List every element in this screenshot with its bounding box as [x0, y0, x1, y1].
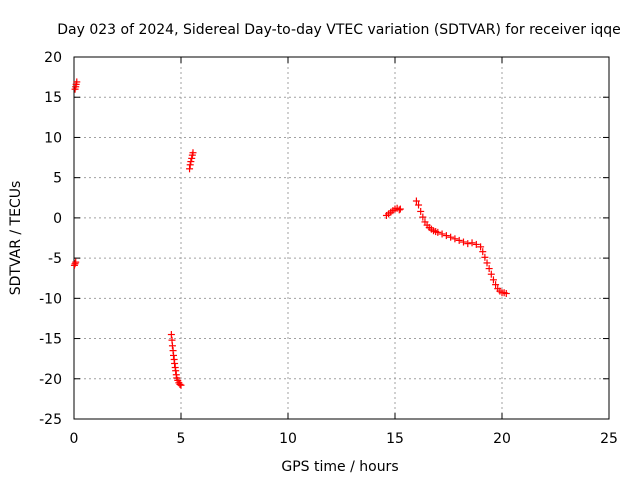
- data-point: [481, 253, 489, 261]
- y-tick-label: -5: [48, 251, 62, 267]
- y-tick-label: 0: [53, 211, 62, 227]
- data-point: [447, 233, 455, 241]
- data-point: [395, 206, 403, 214]
- data-point: [177, 381, 185, 389]
- grid: [74, 57, 609, 419]
- y-axis-label: SDTVAR / TECUs: [8, 181, 24, 296]
- data-point: [451, 235, 459, 243]
- data-point: [492, 281, 500, 289]
- data-point: [434, 228, 442, 236]
- x-tick-label: 5: [177, 431, 186, 447]
- y-tick-label: 15: [44, 90, 62, 106]
- data-point: [419, 213, 427, 221]
- data-point: [483, 259, 491, 267]
- data-point: [186, 161, 194, 169]
- data-point: [489, 276, 497, 284]
- x-axis-label: GPS time / hours: [281, 459, 398, 475]
- data-point: [502, 290, 510, 298]
- x-tick-label: 10: [279, 431, 297, 447]
- y-tick-label: -10: [39, 291, 62, 307]
- y-tick-label: 20: [44, 50, 62, 66]
- data-point: [455, 236, 463, 244]
- data-point: [415, 201, 423, 209]
- y-tick-label: 5: [53, 171, 62, 187]
- data-series-sdtvar: [70, 78, 510, 389]
- data-point: [189, 149, 197, 157]
- data-point: [396, 205, 404, 213]
- y-tick-label: -20: [39, 372, 62, 388]
- axis-ticks: 0 5 10 15 20 25 -25 -20 -15 -10 -5 0 5 10 15 20: [39, 50, 618, 447]
- data-point: [71, 260, 79, 268]
- data-point: [170, 351, 178, 359]
- data-point: [186, 165, 194, 173]
- y-tick-label: -15: [39, 332, 62, 348]
- data-point: [479, 248, 487, 256]
- data-point: [167, 331, 175, 339]
- data-point: [176, 380, 184, 388]
- x-tick-label: 25: [600, 431, 618, 447]
- data-point: [72, 258, 80, 266]
- data-point: [487, 270, 495, 278]
- data-point: [188, 154, 196, 162]
- plot-frame: [73, 56, 610, 420]
- data-point: [412, 197, 420, 205]
- y-tick-label: 10: [44, 130, 62, 146]
- x-tick-label: 20: [493, 431, 511, 447]
- data-point: [485, 265, 493, 273]
- x-tick-label: 0: [70, 431, 79, 447]
- data-point: [472, 240, 480, 248]
- data-point: [468, 239, 476, 247]
- data-point: [442, 232, 450, 240]
- data-point: [464, 240, 472, 248]
- data-point: [417, 207, 425, 215]
- data-point: [187, 158, 195, 166]
- x-tick-label: 15: [386, 431, 404, 447]
- data-point: [459, 238, 467, 246]
- chart-title: Day 023 of 2024, Sidereal Day-to-day VTE…: [57, 22, 621, 38]
- y-tick-label: -25: [39, 412, 62, 428]
- data-point: [171, 359, 179, 367]
- data-point: [172, 367, 180, 375]
- data-point: [168, 342, 176, 350]
- data-point: [73, 78, 81, 86]
- data-point: [477, 243, 485, 251]
- data-point: [438, 230, 446, 238]
- data-point: [70, 261, 78, 269]
